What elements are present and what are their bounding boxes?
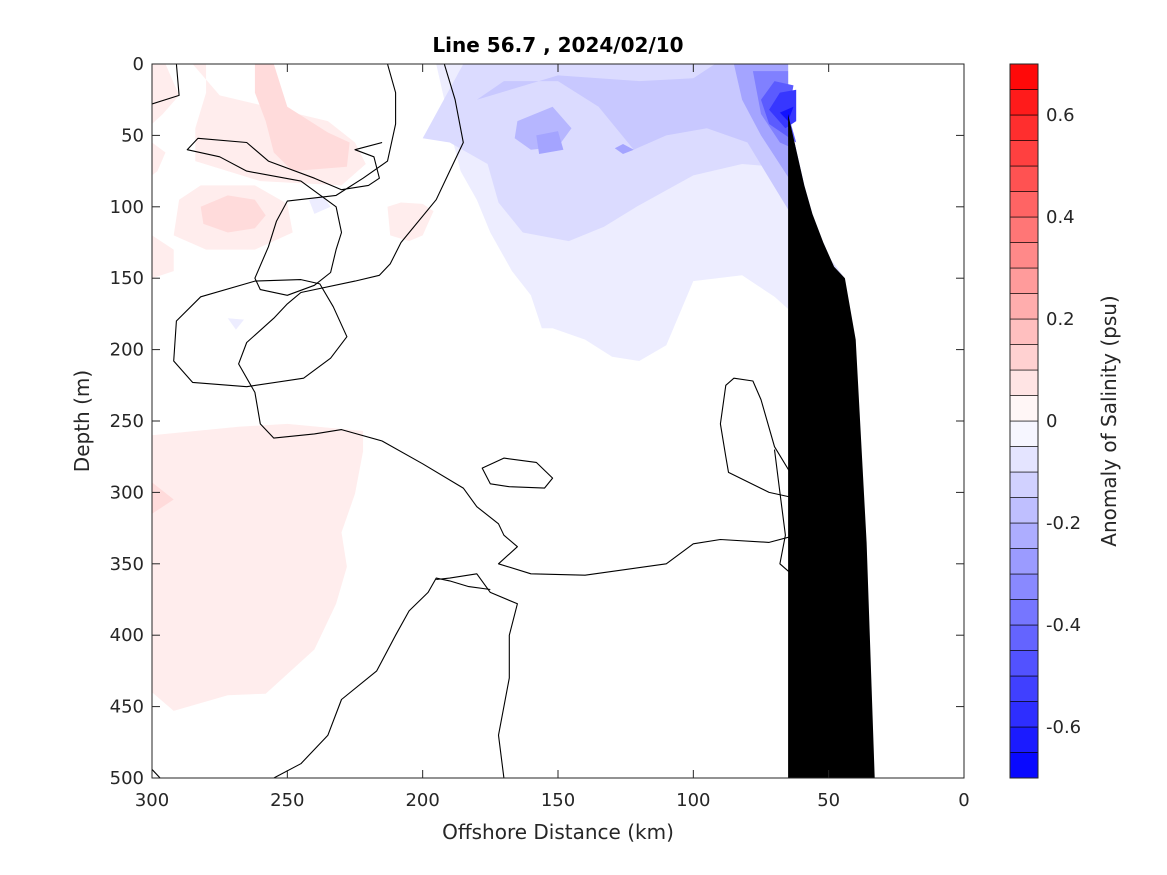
colorbar-tick-label: 0.6 — [1046, 105, 1075, 126]
anomaly-region-21 — [769, 89, 797, 129]
anomaly-region-16 — [536, 131, 564, 154]
y-tick-label: 400 — [110, 625, 144, 646]
anomaly-region-17 — [614, 144, 634, 154]
salinity-anomaly-fills — [152, 64, 875, 778]
colorbar-level — [1009, 140, 1039, 167]
zero-contour-7 — [773, 449, 832, 778]
colorbar-level — [1009, 471, 1039, 498]
anomaly-region-0 — [152, 423, 364, 711]
colorbar-ticks: -0.6 -0.4 -0.2 0 0.2 0.4 0.6 — [1046, 105, 1081, 738]
colorbar-level — [1009, 242, 1039, 269]
colorbar-level — [1009, 293, 1039, 320]
colorbar-level — [1009, 89, 1039, 116]
zero-contour-5 — [436, 573, 518, 778]
anomaly-region-9 — [387, 202, 434, 242]
colorbar-level — [1009, 216, 1039, 243]
colorbar-level — [1009, 114, 1039, 141]
colorbar-level — [1009, 548, 1039, 575]
anomaly-region-4 — [254, 64, 350, 172]
bathymetry — [788, 114, 875, 778]
anomaly-region-1 — [152, 482, 174, 514]
colorbar-level — [1009, 650, 1039, 677]
y-tick-label: 150 — [110, 268, 144, 289]
colorbar-border — [1009, 63, 1039, 779]
colorbar-level — [1009, 675, 1039, 702]
y-axis-label: Depth (m) — [70, 370, 94, 472]
colorbar-label: Anomaly of Salinity (psu) — [1097, 295, 1121, 546]
x-tick-label: 50 — [817, 790, 840, 811]
colorbar-level — [1009, 497, 1039, 524]
colorbar-level — [1009, 701, 1039, 728]
zero-contour-lines — [152, 64, 843, 778]
y-tick-label: 350 — [110, 554, 144, 575]
colorbar-level — [1009, 267, 1039, 294]
colorbar — [1009, 63, 1039, 779]
colorbar-level — [1009, 599, 1039, 626]
colorbar-tick-label: 0 — [1046, 411, 1057, 432]
zero-contour-2 — [238, 64, 843, 576]
anomaly-region-6 — [200, 195, 266, 233]
x-tick-label: 0 — [958, 790, 969, 811]
colorbar-level — [1009, 726, 1039, 753]
x-axis-label: Offshore Distance (km) — [442, 820, 674, 844]
colorbar-tick-label: 0.4 — [1046, 207, 1075, 228]
colorbar-level — [1009, 63, 1039, 90]
colorbar-level — [1009, 446, 1039, 473]
colorbar-level — [1009, 344, 1039, 371]
x-tick-label: 200 — [405, 790, 439, 811]
zero-contour-0 — [152, 64, 180, 105]
zero-contour-4 — [481, 457, 554, 489]
x-tick-label: 250 — [270, 790, 304, 811]
chart-title: Line 56.7 , 2024/02/10 — [432, 33, 683, 57]
y-tick-label: 0 — [133, 54, 144, 75]
anomaly-region-7 — [152, 142, 166, 176]
zero-contour-1 — [186, 64, 397, 296]
zero-contour-6 — [273, 577, 491, 778]
colorbar-tick-label: 0.2 — [1046, 309, 1075, 330]
colorbar-level — [1009, 420, 1039, 447]
zero-contour-8 — [152, 769, 161, 778]
y-axis-ticks: 0 50 100 150 200 250 300 350 400 450 500 — [110, 54, 964, 789]
colorbar-level — [1009, 369, 1039, 396]
colorbar-level — [1009, 191, 1039, 218]
x-tick-label: 150 — [541, 790, 575, 811]
anomaly-region-2 — [152, 64, 180, 124]
anomaly-region-11 — [309, 195, 331, 214]
zero-contour-3 — [173, 279, 348, 388]
anomaly-region-12 — [227, 318, 244, 330]
y-tick-label: 100 — [110, 197, 144, 218]
colorbar-tick-label: -0.6 — [1046, 717, 1081, 738]
anomaly-region-8 — [152, 235, 174, 279]
x-tick-label: 100 — [676, 790, 710, 811]
colorbar-tick-label: -0.2 — [1046, 513, 1081, 534]
colorbar-level — [1009, 165, 1039, 192]
y-tick-label: 250 — [110, 411, 144, 432]
y-tick-label: 450 — [110, 697, 144, 718]
x-axis-ticks: 300 250 200 150 100 50 0 — [135, 64, 970, 811]
colorbar-level — [1009, 624, 1039, 651]
x-tick-label: 300 — [135, 790, 169, 811]
y-tick-label: 300 — [110, 482, 144, 503]
colorbar-level — [1009, 395, 1039, 422]
colorbar-level — [1009, 573, 1039, 600]
y-tick-label: 50 — [121, 125, 144, 146]
colorbar-level — [1009, 522, 1039, 549]
anomaly-region-10 — [436, 64, 875, 778]
y-tick-label: 200 — [110, 340, 144, 361]
colorbar-level — [1009, 752, 1039, 779]
bathymetry-land — [788, 114, 875, 778]
colorbar-tick-label: -0.4 — [1046, 615, 1081, 636]
anomaly-region-22 — [779, 106, 794, 122]
y-tick-label: 500 — [110, 768, 144, 789]
colorbar-level — [1009, 318, 1039, 345]
anomaly-region-14 — [476, 64, 813, 236]
